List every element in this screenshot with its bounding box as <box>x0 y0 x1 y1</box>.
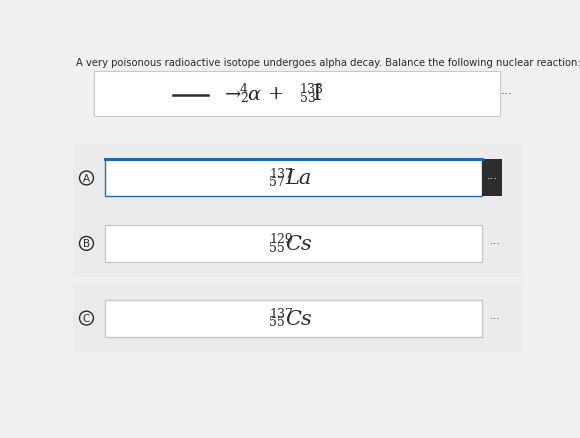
Text: 55: 55 <box>269 241 285 254</box>
Text: ···: ··· <box>487 173 497 184</box>
Text: α: α <box>247 86 260 104</box>
Text: ···: ··· <box>490 239 501 249</box>
Text: 55: 55 <box>269 316 285 328</box>
Text: 53: 53 <box>300 92 316 104</box>
Text: 137: 137 <box>269 307 293 320</box>
Circle shape <box>79 237 93 251</box>
FancyBboxPatch shape <box>94 72 501 117</box>
FancyBboxPatch shape <box>105 226 482 262</box>
Text: Cs: Cs <box>285 309 313 328</box>
Text: 4: 4 <box>240 83 248 96</box>
Text: ···: ··· <box>490 313 501 323</box>
Text: A very poisonous radioactive isotope undergoes alpha decay. Balance the followin: A very poisonous radioactive isotope und… <box>77 58 580 68</box>
FancyBboxPatch shape <box>105 300 482 337</box>
Text: 2: 2 <box>240 92 248 104</box>
FancyBboxPatch shape <box>72 285 522 352</box>
Text: La: La <box>285 169 312 188</box>
FancyBboxPatch shape <box>105 160 482 197</box>
Text: C: C <box>83 313 90 323</box>
Text: 133: 133 <box>300 83 324 96</box>
Text: 137: 137 <box>269 167 293 180</box>
Text: Cs: Cs <box>285 234 313 253</box>
Text: A: A <box>83 173 90 184</box>
Text: ···: ··· <box>501 88 513 101</box>
Circle shape <box>79 311 93 325</box>
FancyBboxPatch shape <box>482 160 502 197</box>
Text: 129: 129 <box>269 233 293 246</box>
FancyBboxPatch shape <box>72 145 522 212</box>
FancyBboxPatch shape <box>72 210 522 278</box>
Text: 57: 57 <box>269 176 285 189</box>
Circle shape <box>79 172 93 185</box>
Text: I: I <box>313 83 322 105</box>
Text: B: B <box>83 239 90 249</box>
Text: →: → <box>224 85 241 103</box>
Text: +: + <box>268 85 285 103</box>
